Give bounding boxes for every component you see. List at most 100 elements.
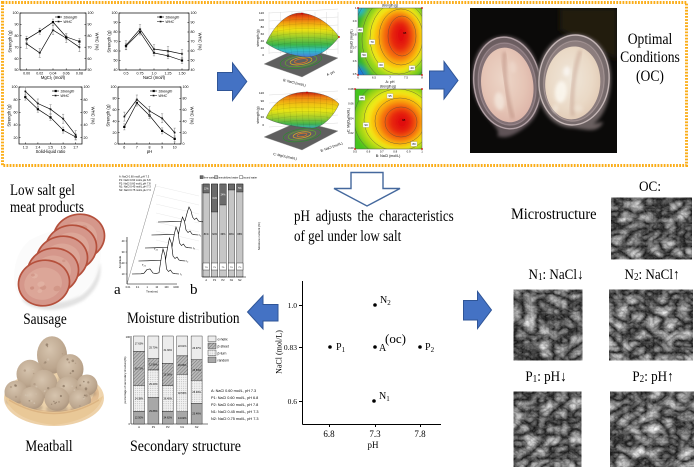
svg-text:1.25: 1.25: [165, 71, 172, 75]
svg-text:80: 80: [191, 30, 195, 34]
svg-text:10: 10: [122, 272, 125, 276]
svg-text:Strength: Strength: [165, 15, 179, 19]
svg-text:0.8: 0.8: [353, 32, 357, 36]
svg-text:20: 20: [14, 136, 18, 140]
svg-text:7: 7: [136, 145, 138, 149]
svg-text:40: 40: [84, 123, 88, 127]
svg-text:0: 0: [129, 422, 131, 426]
svg-text:A: A: [138, 425, 140, 429]
svg-text:100: 100: [126, 335, 131, 339]
svg-text:31%: 31%: [212, 197, 218, 200]
svg-text:7.8: 7.8: [414, 429, 426, 439]
svg-text:80: 80: [113, 97, 117, 101]
svg-text:20: 20: [113, 131, 117, 135]
svg-text:Solid-liquid ratio: Solid-liquid ratio: [36, 149, 66, 154]
svg-text:7%: 7%: [238, 267, 241, 269]
svg-text:100: 100: [112, 11, 118, 15]
svg-text:WHC: WHC: [63, 20, 72, 24]
svg-text:70: 70: [191, 40, 195, 44]
svg-text:immobilized water: immobilized water: [218, 176, 238, 179]
svg-text:N1: NaCl 0.45 mol/L,pH 7.3: N1: NaCl 0.45 mol/L,pH 7.3: [119, 185, 151, 189]
svg-text:0.6: 0.6: [353, 59, 357, 63]
svg-text:P1: P1: [152, 425, 156, 429]
svg-text:7%: 7%: [221, 267, 224, 269]
svg-text:0.08: 0.08: [76, 71, 83, 75]
svg-text:MgCl₂ (mol/l): MgCl₂ (mol/l): [41, 75, 66, 80]
svg-text:81%: 81%: [204, 233, 210, 236]
svg-text:1.0: 1.0: [152, 71, 157, 75]
svg-text:Moisture content (%): Moisture content (%): [257, 222, 261, 250]
svg-text:C: MgCl₂(mol/L): C: MgCl₂(mol/L): [273, 152, 297, 161]
svg-text:1.50: 1.50: [179, 71, 186, 75]
svg-text:Strength (g): Strength (g): [106, 104, 111, 127]
svg-text:80: 80: [412, 142, 416, 146]
svg-text:34.62%: 34.62%: [164, 417, 173, 420]
svg-text:N1: N1: [180, 425, 184, 429]
svg-text:0.6: 0.6: [366, 150, 370, 154]
svg-text:120: 120: [259, 91, 264, 95]
svg-text:0: 0: [115, 142, 117, 146]
svg-text:25.70%: 25.70%: [149, 346, 158, 349]
svg-text:A: NaCl 0.60 mol/L,pH 7.3: A: NaCl 0.60 mol/L,pH 7.3: [119, 175, 150, 179]
svg-text:1:3: 1:3: [23, 145, 28, 149]
svg-text:0.9: 0.9: [353, 19, 357, 23]
svg-text:6: 6: [357, 76, 359, 80]
svg-text:1: 1: [355, 6, 357, 10]
svg-text:A: A: [379, 343, 387, 354]
svg-text:α-helix: α-helix: [218, 337, 228, 341]
svg-text:90: 90: [261, 99, 265, 103]
svg-text:100: 100: [183, 85, 189, 89]
svg-text:7.5: 7.5: [404, 76, 408, 80]
svg-text:7%: 7%: [205, 267, 208, 269]
svg-text:l1: l1: [180, 272, 183, 277]
svg-text:1000: 1000: [173, 286, 179, 289]
svg-text:40: 40: [183, 119, 187, 123]
svg-text:pH: pH: [147, 149, 152, 154]
svg-text:80: 80: [261, 25, 265, 29]
svg-text:A: pH: A: pH: [386, 80, 395, 84]
svg-text:N1: N1: [230, 278, 234, 282]
svg-text:5%: 5%: [238, 187, 242, 190]
svg-text:90: 90: [364, 123, 368, 127]
svg-text:90: 90: [114, 21, 118, 25]
svg-text:17.63%: 17.63%: [135, 343, 144, 346]
svg-text:100: 100: [259, 18, 264, 22]
svg-text:100: 100: [164, 286, 169, 289]
svg-text:85: 85: [360, 96, 364, 100]
svg-text:20: 20: [122, 261, 125, 265]
svg-text:0.06: 0.06: [348, 102, 354, 106]
svg-text:WHC (%): WHC (%): [91, 107, 96, 125]
svg-text:100: 100: [191, 11, 197, 15]
svg-text:8: 8: [421, 76, 423, 80]
svg-text:40: 40: [122, 239, 125, 243]
svg-text:P2: NaCl 0.60 mol/L, pH 7.8: P2: NaCl 0.60 mol/L, pH 7.8: [211, 403, 258, 407]
svg-text:0.5: 0.5: [353, 150, 357, 154]
svg-text:26.97%: 26.97%: [192, 347, 201, 350]
svg-text:0.00: 0.00: [348, 146, 354, 150]
svg-text:12%: 12%: [204, 188, 210, 191]
svg-text:0.1: 0.1: [136, 286, 140, 289]
svg-text:P2: NaCl 0.60 mol/L,pH 7.8: P2: NaCl 0.60 mol/L,pH 7.8: [119, 181, 151, 185]
svg-text:P1: NaCl 0.60 mol/L,pH 6.8: P1: NaCl 0.60 mol/L,pH 6.8: [119, 178, 151, 182]
svg-text:WHC: WHC: [60, 94, 69, 98]
svg-text:0.06: 0.06: [63, 71, 70, 75]
svg-text:88%: 88%: [237, 233, 243, 236]
svg-text:100: 100: [111, 85, 117, 89]
svg-text:100: 100: [12, 85, 18, 89]
svg-text:62%: 62%: [212, 233, 218, 236]
svg-text:100: 100: [88, 11, 94, 15]
svg-text:1: 1: [147, 286, 149, 289]
svg-text:40: 40: [410, 66, 414, 70]
svg-text:6.5: 6.5: [372, 76, 376, 80]
svg-text:60: 60: [183, 108, 187, 112]
svg-text:N2: NaCl 0.75 mol/L,pH 7.3: N2: NaCl 0.75 mol/L,pH 7.3: [119, 188, 151, 192]
svg-text:0.6: 0.6: [288, 397, 298, 406]
svg-text:0.8: 0.8: [393, 150, 397, 154]
svg-text:0: 0: [262, 123, 264, 127]
svg-text:0: 0: [262, 53, 264, 57]
svg-text:7%: 7%: [213, 267, 216, 269]
svg-text:b: b: [190, 282, 198, 298]
svg-text:WHC (%): WHC (%): [95, 33, 100, 51]
svg-text:P2: P2: [166, 425, 170, 429]
svg-text:60: 60: [15, 57, 19, 61]
